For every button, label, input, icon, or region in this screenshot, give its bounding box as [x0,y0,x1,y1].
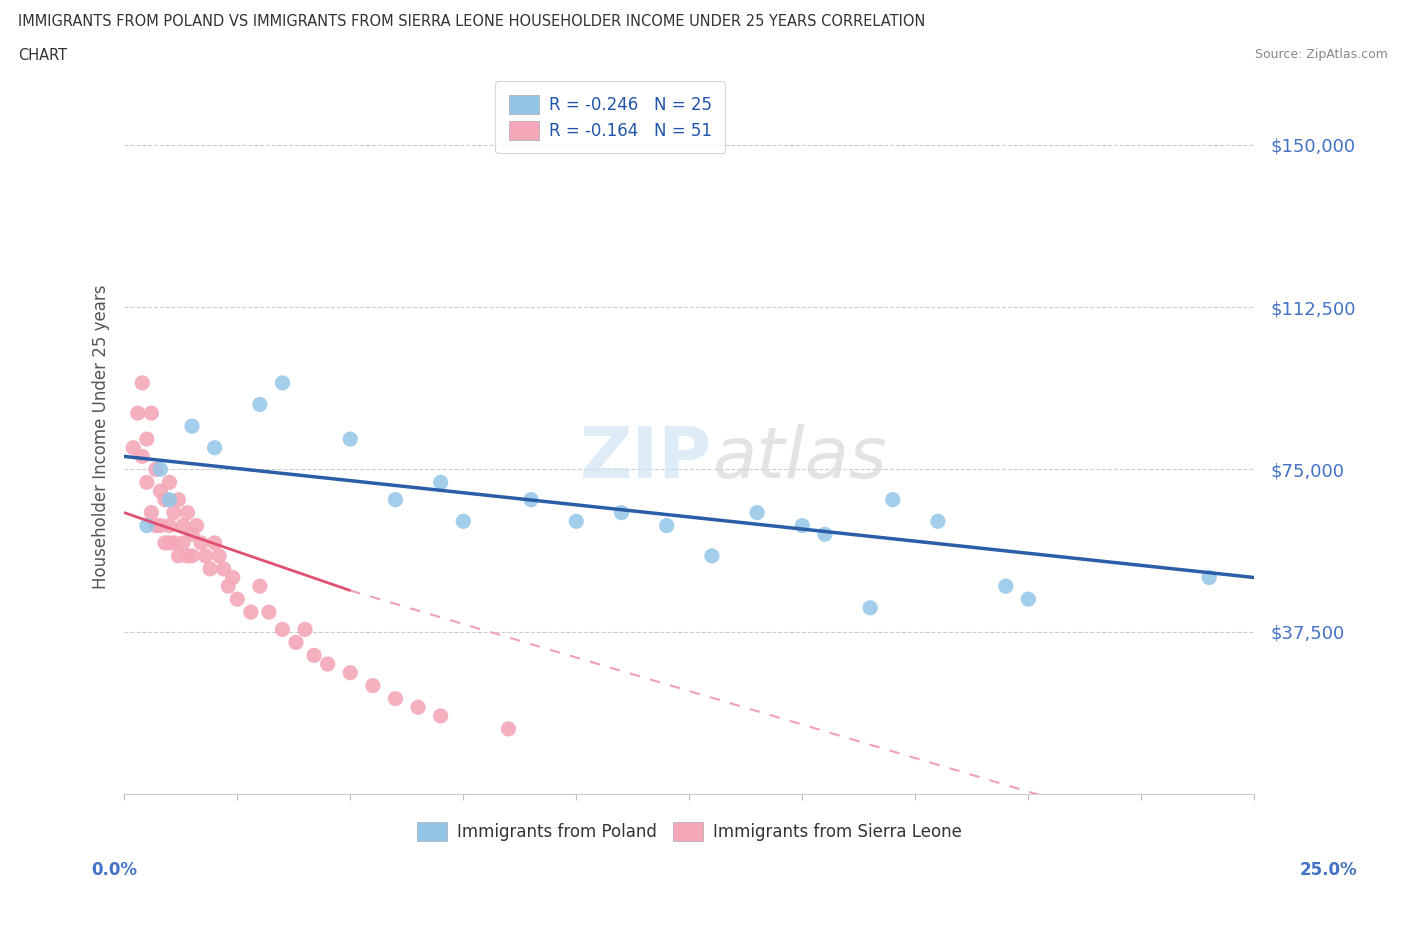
Point [208,549,231,564]
Point [1198,570,1220,585]
Text: IMMIGRANTS FROM POLAND VS IMMIGRANTS FROM SIERRA LEONE HOUSEHOLDER INCOME UNDER : IMMIGRANTS FROM POLAND VS IMMIGRANTS FRO… [18,14,925,29]
Point [217,578,239,593]
Point [167,492,190,507]
Point [520,492,543,507]
Point [339,432,361,446]
Point [163,536,186,551]
Point [792,518,814,533]
Point [159,475,181,490]
Point [153,536,176,551]
Point [1017,591,1039,606]
Point [429,709,451,724]
Point [316,657,339,671]
Point [204,440,226,455]
Point [257,604,280,619]
Point [135,432,157,446]
Point [212,562,235,577]
Point [141,505,163,520]
Point [882,492,904,507]
Point [163,505,186,520]
Point [186,518,208,533]
Point [172,518,194,533]
Point [271,622,294,637]
Point [149,518,172,533]
Point [384,691,406,706]
Point [176,505,198,520]
Point [190,536,212,551]
Point [361,678,384,693]
Point [302,648,325,663]
Point [429,475,451,490]
Point [745,505,768,520]
Point [141,405,163,420]
Point [451,514,474,529]
Point [135,475,157,490]
Point [222,570,245,585]
Point [294,622,316,637]
Point [194,549,217,564]
Point [249,397,271,412]
Text: ZIP: ZIP [579,424,711,493]
Point [122,440,145,455]
Point [127,405,149,420]
Point [159,518,181,533]
Point [655,518,678,533]
Point [226,591,249,606]
Point [249,578,271,593]
Point [172,536,194,551]
Point [181,526,204,541]
Point [145,518,167,533]
Text: 25.0%: 25.0% [1299,861,1357,879]
Point [239,604,262,619]
Point [406,700,429,715]
Point [159,492,181,507]
Point [384,492,406,507]
Point [565,514,588,529]
Point [610,505,633,520]
Point [198,562,221,577]
Text: atlas: atlas [711,424,887,493]
Point [204,536,226,551]
Point [814,526,837,541]
Point [498,722,520,737]
Point [927,514,949,529]
Point [700,549,723,564]
Point [339,665,361,680]
Point [994,578,1017,593]
Text: Source: ZipAtlas.com: Source: ZipAtlas.com [1254,48,1388,61]
Point [131,376,153,391]
Point [159,536,181,551]
Legend: Immigrants from Poland, Immigrants from Sierra Leone: Immigrants from Poland, Immigrants from … [408,814,970,850]
Point [153,492,176,507]
Point [149,462,172,477]
Point [145,462,167,477]
Point [859,601,882,616]
Point [167,549,190,564]
Point [149,484,172,498]
Point [285,635,308,650]
Y-axis label: Householder Income Under 25 years: Householder Income Under 25 years [93,285,110,590]
Point [131,449,153,464]
Point [181,418,204,433]
Point [135,518,157,533]
Text: 0.0%: 0.0% [91,861,138,879]
Text: CHART: CHART [18,48,67,63]
Point [176,549,198,564]
Point [181,549,204,564]
Point [271,376,294,391]
